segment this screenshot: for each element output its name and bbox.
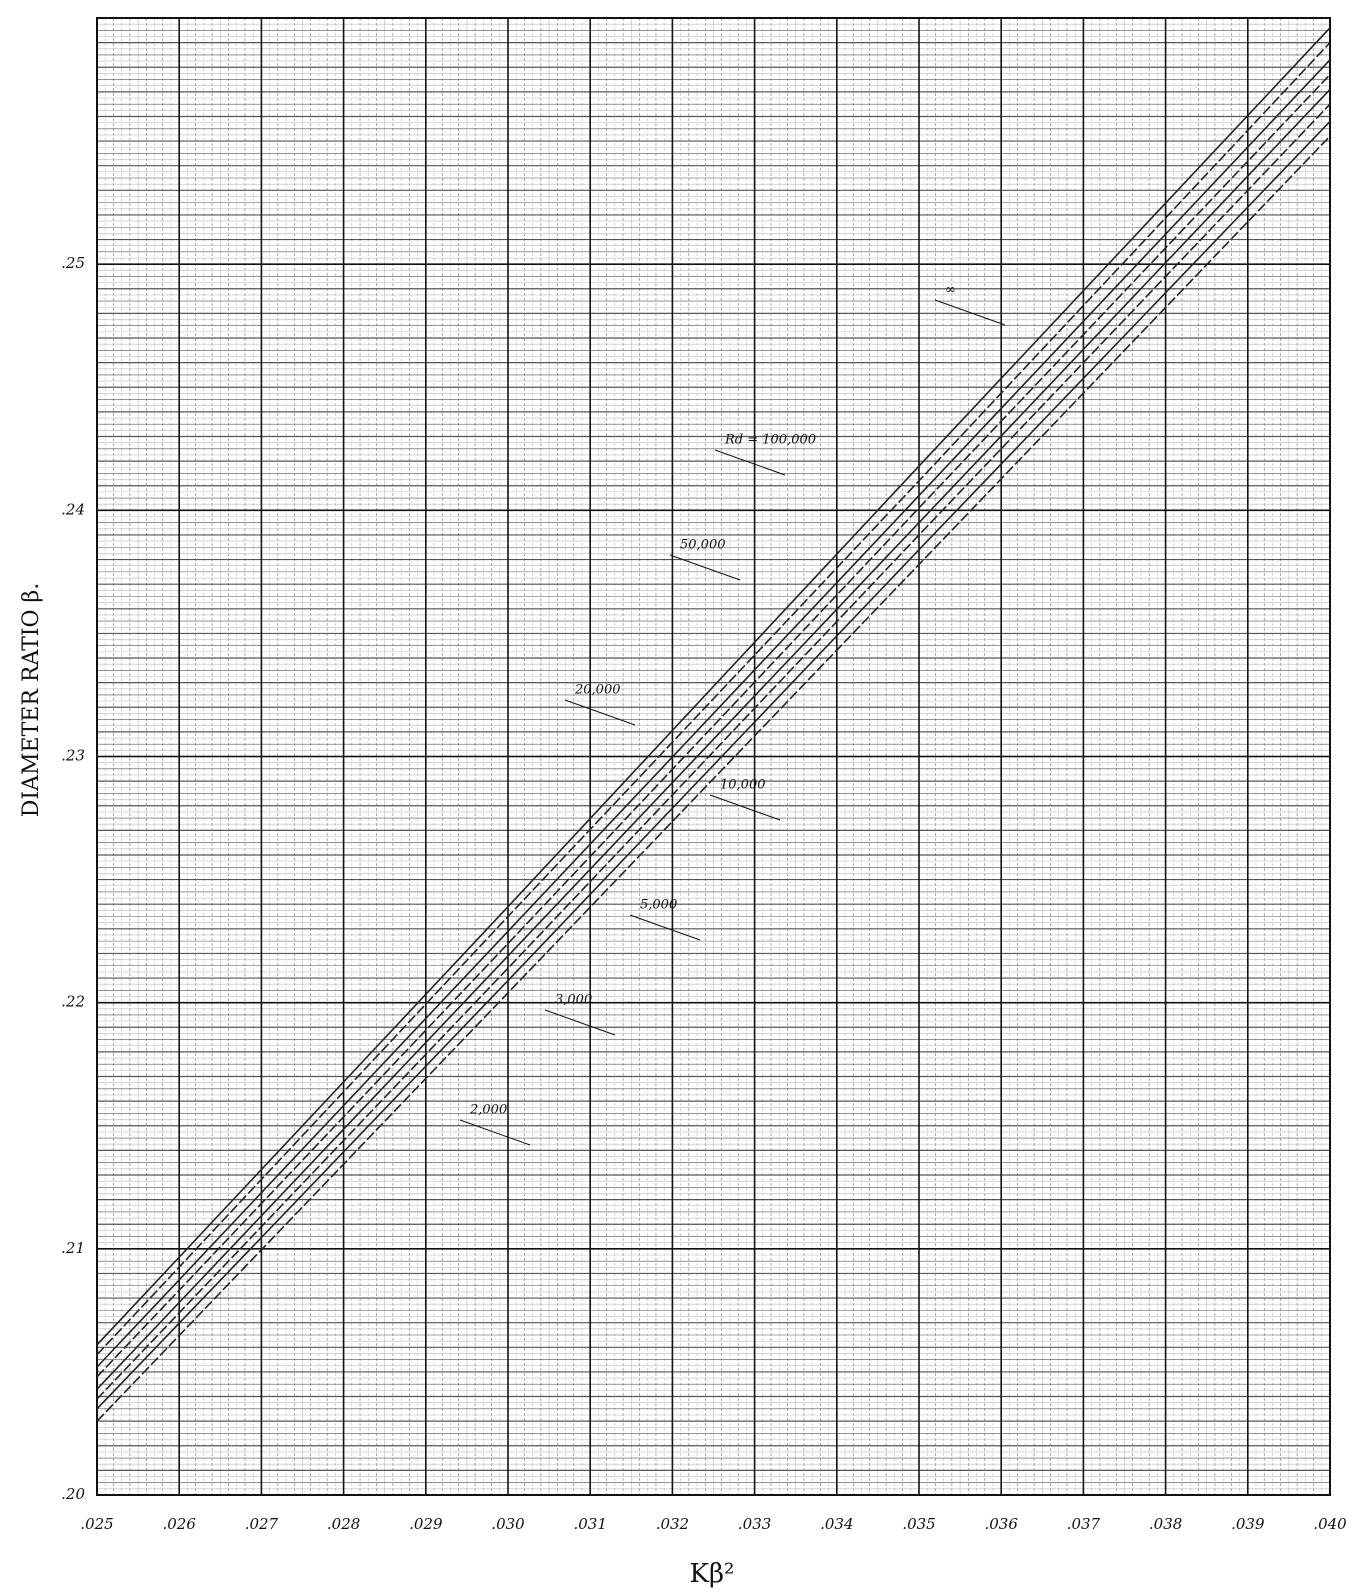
series-line xyxy=(96,59,1331,1368)
series-label: 20,000 xyxy=(574,683,621,698)
y-axis-label: DIAMETER RATIO β. xyxy=(19,583,44,817)
y-tick-label: .23 xyxy=(61,747,85,765)
series-line xyxy=(96,120,1331,1410)
leader-line xyxy=(544,1009,616,1036)
x-tick-label: .026 xyxy=(162,1515,196,1533)
x-tick-label: .032 xyxy=(656,1515,689,1533)
x-tick-label: .039 xyxy=(1231,1515,1265,1533)
x-tick-label: .035 xyxy=(902,1515,935,1533)
series-label: 3,000 xyxy=(555,993,592,1008)
series-label: Rd = 100,000 xyxy=(724,433,816,448)
x-tick-label: .036 xyxy=(984,1515,1018,1533)
series-line xyxy=(96,27,1331,1346)
series-line xyxy=(96,135,1331,1422)
x-tick-label: .027 xyxy=(245,1515,279,1533)
leader-line xyxy=(714,449,786,476)
x-tick-label: .033 xyxy=(738,1515,771,1533)
leader-line xyxy=(669,554,741,581)
x-tick-label: .031 xyxy=(573,1515,606,1533)
x-tick-label: .025 xyxy=(80,1515,113,1533)
series-label: 50,000 xyxy=(680,538,726,553)
x-tick-label: .037 xyxy=(1067,1515,1101,1533)
leader-line xyxy=(629,914,701,941)
leader-line xyxy=(709,794,781,821)
y-tick-label: .24 xyxy=(61,500,85,518)
leader-line xyxy=(459,1119,531,1146)
series-line xyxy=(96,103,1331,1400)
x-tick-label: .030 xyxy=(491,1515,525,1533)
y-tick-label: .25 xyxy=(61,254,85,272)
series-label: 10,000 xyxy=(720,778,766,793)
y-tick-label: .22 xyxy=(61,993,85,1011)
series-line xyxy=(96,42,1331,1356)
y-tick-label: .21 xyxy=(61,1239,85,1257)
series-line xyxy=(96,88,1331,1390)
leader-line xyxy=(934,299,1006,326)
y-tick-label: .20 xyxy=(61,1485,85,1503)
x-axis-label: Kβ² xyxy=(690,1559,735,1589)
series-label: 2,000 xyxy=(469,1103,507,1118)
x-tick-label: .029 xyxy=(409,1515,443,1533)
series-label: ∞ xyxy=(945,283,956,298)
x-tick-label: .028 xyxy=(327,1515,360,1533)
x-tick-label: .040 xyxy=(1313,1515,1347,1533)
x-tick-label: .038 xyxy=(1149,1515,1182,1533)
x-tick-label: .034 xyxy=(820,1515,853,1533)
series-label: 5,000 xyxy=(640,898,677,913)
leader-line xyxy=(564,699,636,726)
